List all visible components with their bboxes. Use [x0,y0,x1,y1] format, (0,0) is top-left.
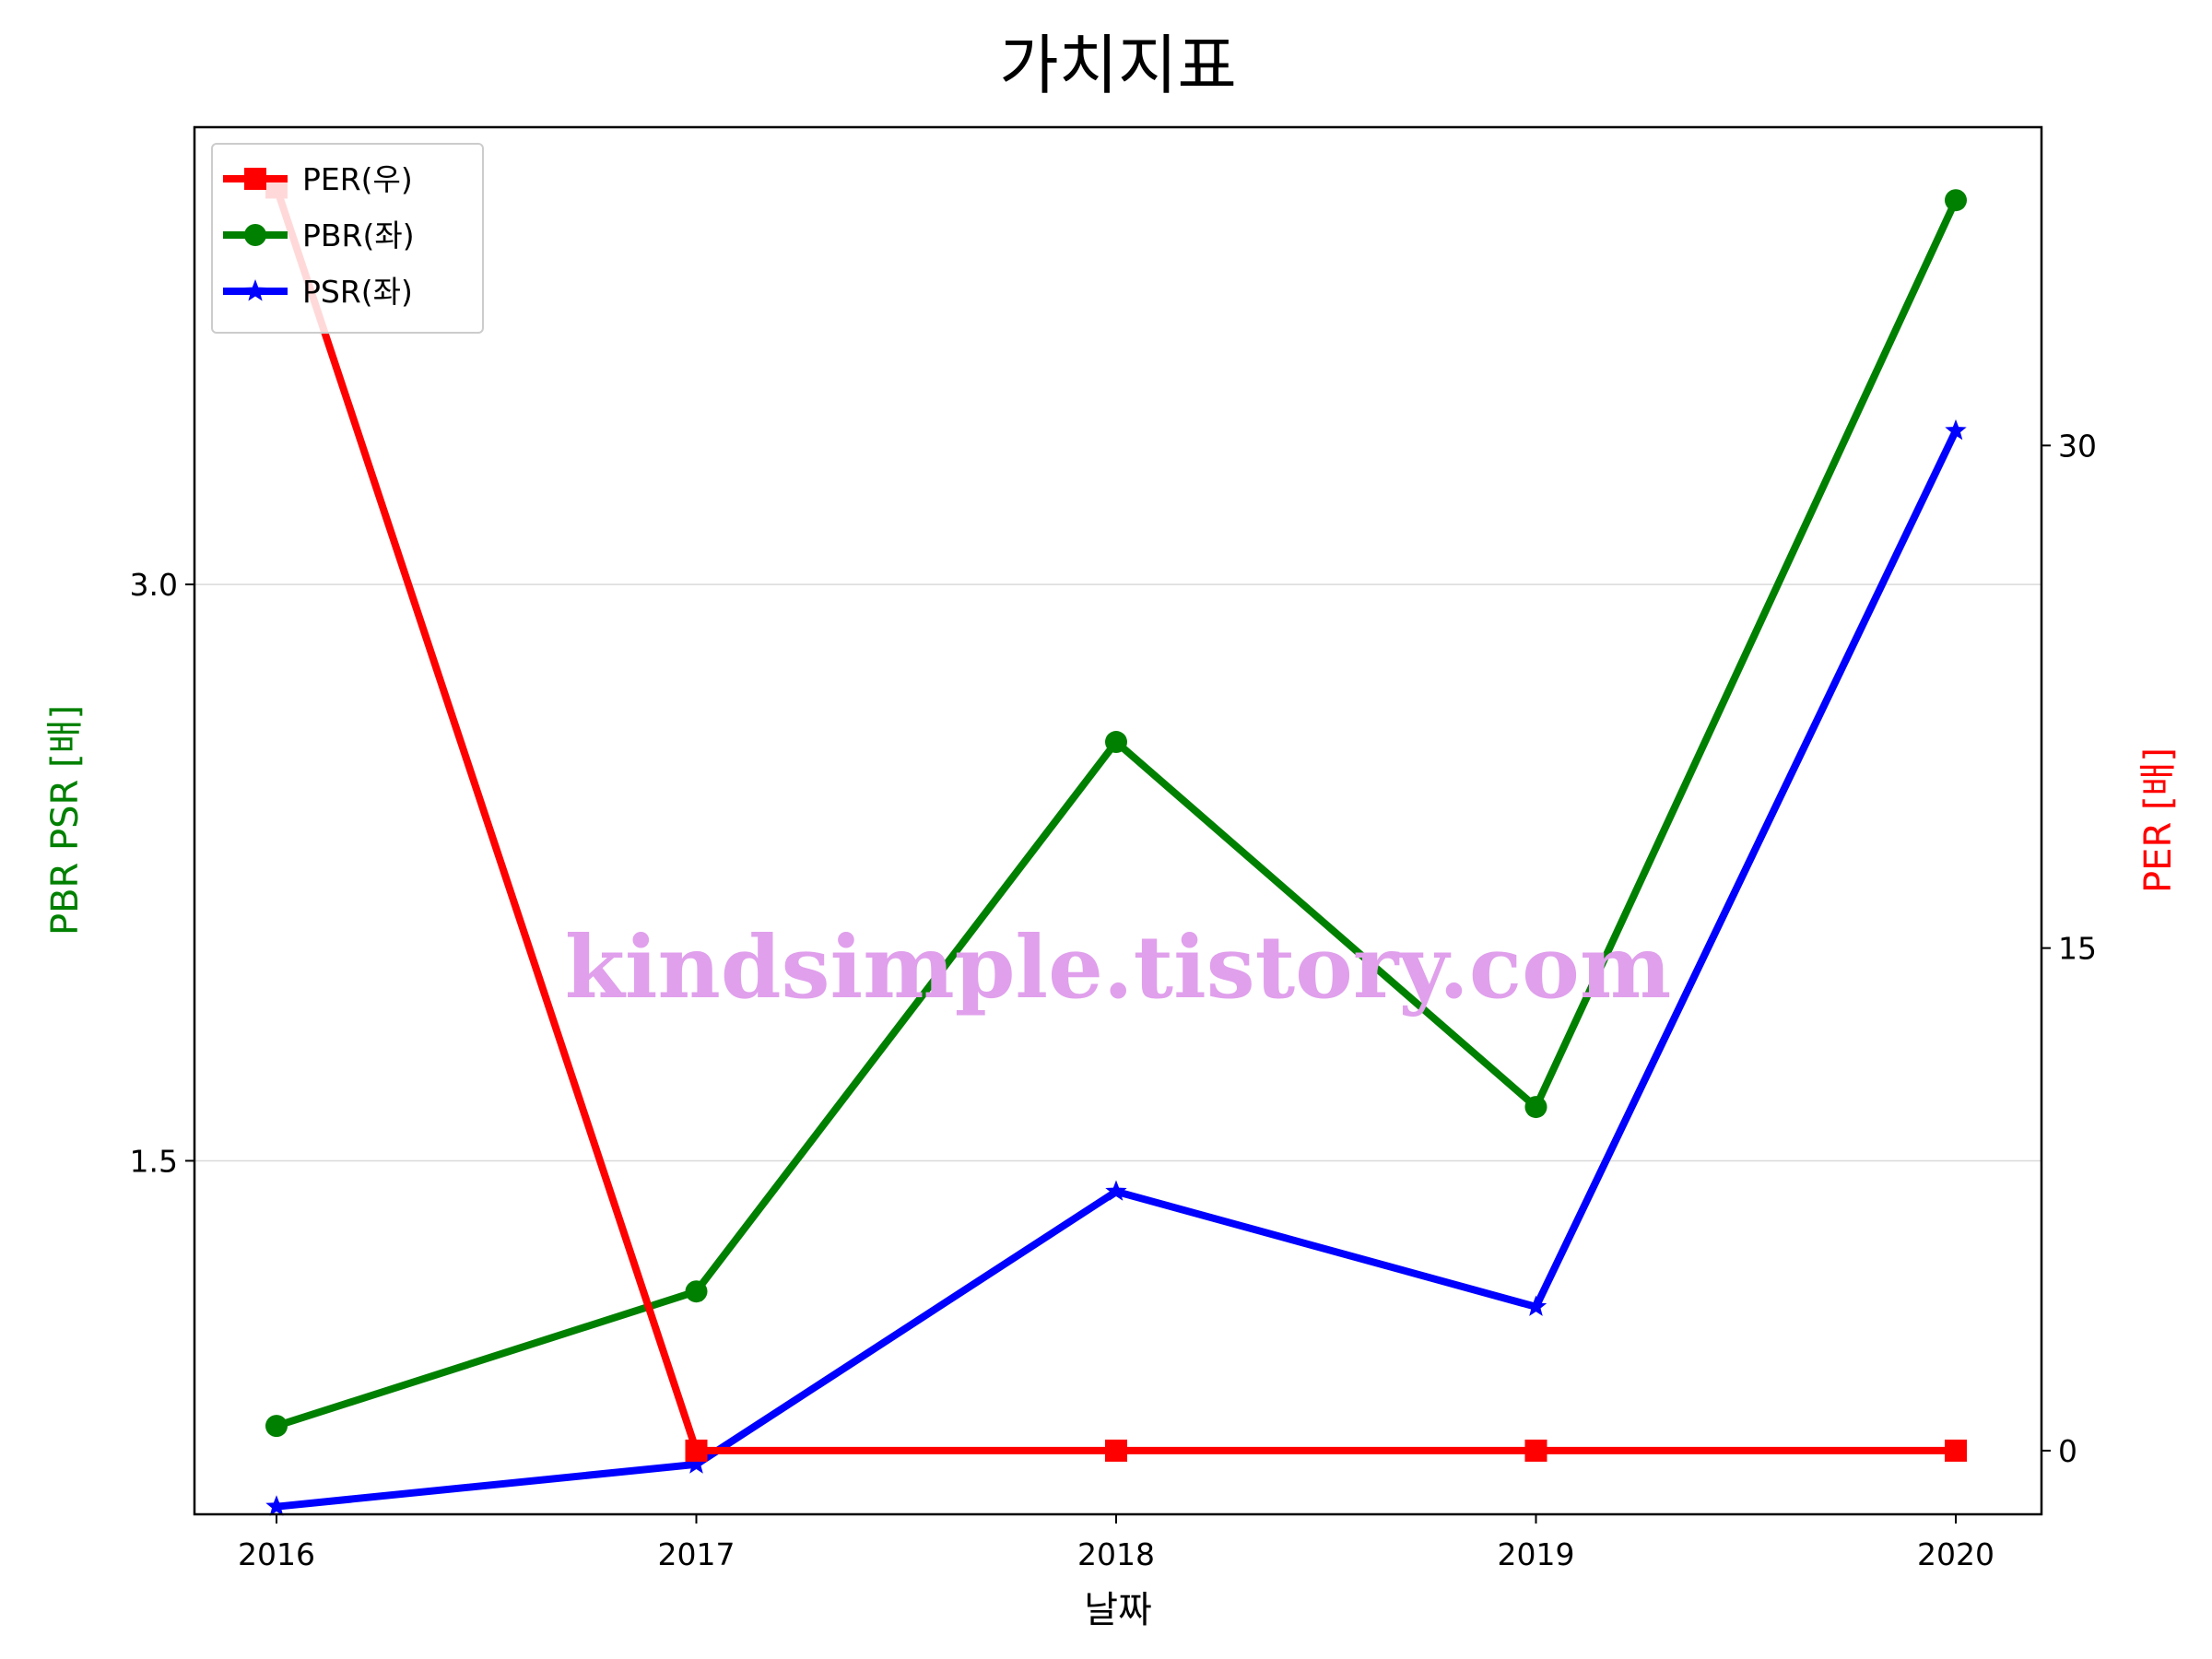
x-tick-label: 2019 [1498,1536,1575,1572]
data-point [1945,1439,1967,1462]
series-square [265,176,1967,1462]
legend-label: PSR(좌) [302,274,413,310]
plot-frame [193,125,2043,1516]
left-y-tick-label: 3.0 [130,567,178,603]
legend-swatch-marker [243,279,267,301]
chart-title: 가치지표 [999,28,1237,103]
data-point [1945,189,1967,212]
legend-label: PER(우) [302,161,413,197]
series-circle [265,189,1967,1438]
data-point [1945,419,1967,441]
data-point [1524,1439,1547,1462]
gridlines [194,583,2041,1162]
x-tick-label: 2016 [238,1536,315,1572]
right-y-tick-label: 15 [2058,931,2097,967]
data-point [265,1415,288,1438]
legend-box [211,143,484,334]
data-point [1105,1180,1127,1201]
data-point [685,1439,708,1462]
data-point [1105,731,1127,754]
data-point [685,1280,708,1303]
data-point [1105,1439,1127,1462]
series-layer [265,176,1967,1516]
right-y-tick-label: 0 [2058,1433,2077,1469]
watermark-text: kindsimple.tistory.com [565,917,1672,1018]
right-y-axis-title: PER [배] [2137,747,2180,893]
series-star [265,419,1967,1516]
left-y-axis-title: PBR PSR [배] [44,705,87,935]
legend-label: PBR(좌) [302,218,415,253]
x-tick-label: 2020 [1917,1536,1994,1572]
legend: PER(우) PBR(좌) PSR(좌) [211,143,484,334]
x-tick-label: 2018 [1077,1536,1155,1572]
x-tick-label: 2017 [658,1536,735,1572]
legend-swatch-marker [244,224,266,246]
data-point [685,1453,708,1474]
right-y-tick-label: 30 [2058,428,2097,464]
x-axis-title: 날짜 [1084,1589,1152,1631]
legend-swatch-marker [244,168,266,190]
axes: 1.5 3.0 0 15 30 2016 2017 2018 2019 2020 [130,428,2097,1572]
data-point [1524,1096,1547,1119]
data-point [1524,1295,1547,1316]
data-point [265,1495,288,1516]
left-y-tick-label: 1.5 [130,1143,178,1179]
